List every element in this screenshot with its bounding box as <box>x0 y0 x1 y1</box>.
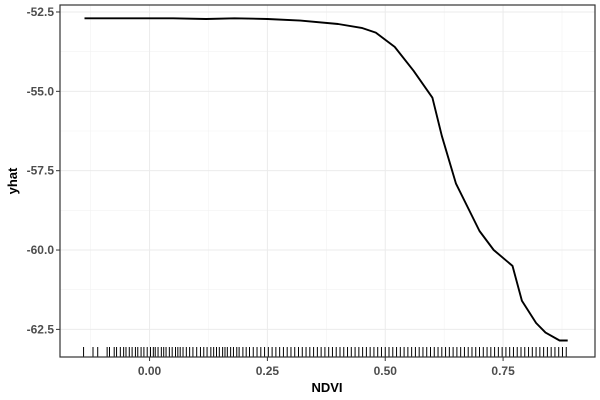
grid-lines <box>60 5 595 357</box>
x-tick-label: 0.75 <box>491 364 515 378</box>
panel-background <box>60 5 595 357</box>
x-axis-title: NDVI <box>311 380 342 395</box>
x-tick-label: 0.50 <box>374 364 398 378</box>
y-tick-label: -60.0 <box>27 243 55 257</box>
x-tick-label: 0.25 <box>256 364 280 378</box>
y-tick-label: -55.0 <box>27 84 55 98</box>
y-tick-label: -57.5 <box>27 164 55 178</box>
axes: 0.00 0.25 0.50 0.75 -52.5 -55.0 -57.5 -60.0 -62.… <box>27 5 515 378</box>
y-tick-label: -62.5 <box>27 322 55 336</box>
y-tick-label: -52.5 <box>27 5 55 19</box>
rug-marks <box>83 347 567 357</box>
y-axis-title: yhat <box>5 167 20 194</box>
series-line-yhat <box>84 17 568 342</box>
panel-border <box>59 4 596 358</box>
x-tick-label: 0.00 <box>138 364 162 378</box>
